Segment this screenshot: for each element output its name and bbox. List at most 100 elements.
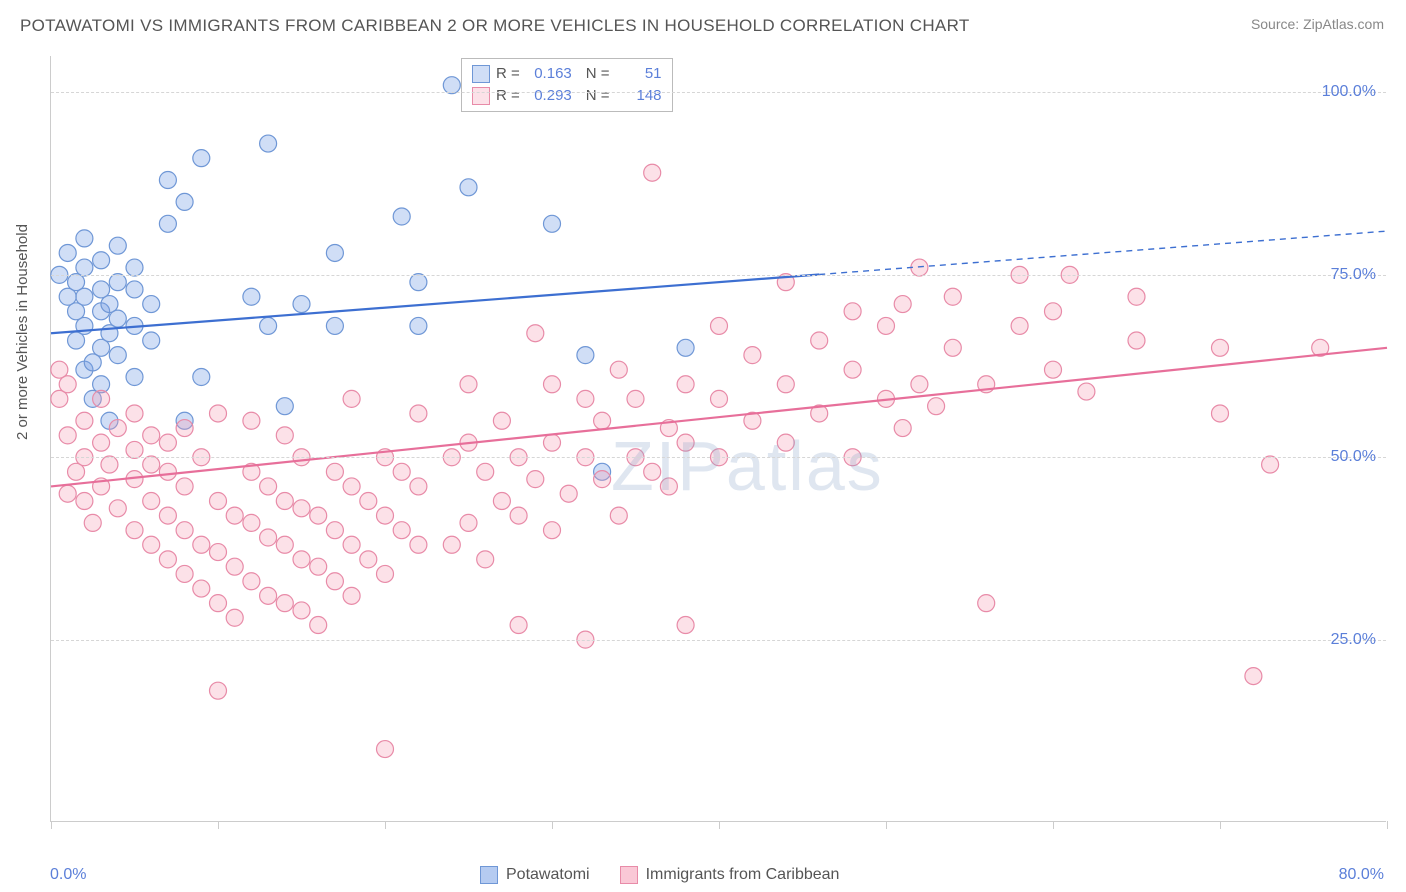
legend-swatch (472, 65, 490, 83)
scatter-point (59, 427, 76, 444)
scatter-point (928, 398, 945, 415)
scatter-point (126, 405, 143, 422)
scatter-point (477, 551, 494, 568)
scatter-point (176, 193, 193, 210)
scatter-point (109, 274, 126, 291)
x-tick (1220, 821, 1221, 829)
scatter-point (76, 412, 93, 429)
legend-r-value: 0.163 (526, 63, 572, 85)
scatter-point (93, 390, 110, 407)
scatter-point (276, 427, 293, 444)
series-legend-item: Immigrants from Caribbean (620, 866, 840, 884)
scatter-point (260, 478, 277, 495)
scatter-point (493, 493, 510, 510)
scatter-point (577, 390, 594, 407)
chart-title: POTAWATOMI VS IMMIGRANTS FROM CARIBBEAN … (20, 16, 970, 36)
scatter-point (159, 434, 176, 451)
scatter-point (360, 493, 377, 510)
scatter-point (677, 617, 694, 634)
scatter-point (293, 500, 310, 517)
scatter-point (210, 405, 227, 422)
scatter-point (377, 565, 394, 582)
scatter-point (126, 259, 143, 276)
x-axis-last-label: 80.0% (1339, 866, 1384, 884)
scatter-point (226, 507, 243, 524)
scatter-point (410, 478, 427, 495)
scatter-point (644, 463, 661, 480)
y-tick-label: 100.0% (1322, 83, 1376, 101)
scatter-point (243, 514, 260, 531)
scatter-point (126, 281, 143, 298)
scatter-point (594, 412, 611, 429)
scatter-point (143, 456, 160, 473)
scatter-point (944, 288, 961, 305)
scatter-point (343, 536, 360, 553)
scatter-point (894, 420, 911, 437)
legend-swatch (620, 866, 638, 884)
scatter-point (176, 522, 193, 539)
stats-legend-row: R =0.293N =148 (472, 85, 662, 107)
series-legend-label: Potawatomi (506, 866, 590, 884)
scatter-point (159, 507, 176, 524)
scatter-point (443, 536, 460, 553)
scatter-point (844, 361, 861, 378)
scatter-point (410, 317, 427, 334)
scatter-point (76, 259, 93, 276)
scatter-point (627, 390, 644, 407)
scatter-point (644, 164, 661, 181)
scatter-point (1212, 339, 1229, 356)
scatter-point (176, 420, 193, 437)
scatter-point (59, 244, 76, 261)
scatter-point (143, 493, 160, 510)
scatter-point (143, 427, 160, 444)
scatter-point (210, 493, 227, 510)
scatter-point (393, 208, 410, 225)
scatter-point (343, 478, 360, 495)
scatter-point (544, 376, 561, 393)
scatter-point (276, 493, 293, 510)
scatter-point (711, 317, 728, 334)
scatter-point (193, 368, 210, 385)
scatter-point (560, 485, 577, 502)
scatter-point (610, 507, 627, 524)
series-legend-item: Potawatomi (480, 866, 590, 884)
scatter-point (1128, 288, 1145, 305)
scatter-point (610, 361, 627, 378)
scatter-point (226, 558, 243, 575)
scatter-point (176, 565, 193, 582)
scatter-point (911, 259, 928, 276)
series-legend-label: Immigrants from Caribbean (646, 866, 840, 884)
scatter-point (393, 463, 410, 480)
scatter-point (143, 332, 160, 349)
x-tick (886, 821, 887, 829)
scatter-point (1212, 405, 1229, 422)
scatter-point (594, 471, 611, 488)
scatter-point (101, 456, 118, 473)
legend-r-label: R = (496, 63, 520, 85)
stats-legend: R =0.163N =51R =0.293N =148 (461, 58, 673, 112)
legend-n-value: 148 (616, 85, 662, 107)
scatter-point (126, 522, 143, 539)
scatter-point (109, 347, 126, 364)
scatter-point (293, 602, 310, 619)
scatter-point (711, 390, 728, 407)
trend-line (51, 274, 819, 333)
gridline (51, 92, 1386, 93)
scatter-point (911, 376, 928, 393)
scatter-point (293, 551, 310, 568)
scatter-point (193, 580, 210, 597)
y-tick-label: 25.0% (1331, 631, 1376, 649)
scatter-point (293, 296, 310, 313)
scatter-point (226, 609, 243, 626)
scatter-point (143, 536, 160, 553)
source-label: Source: ZipAtlas.com (1251, 16, 1384, 32)
scatter-point (460, 376, 477, 393)
scatter-point (260, 135, 277, 152)
scatter-point (1011, 317, 1028, 334)
scatter-point (326, 317, 343, 334)
scatter-point (443, 77, 460, 94)
scatter-point (260, 317, 277, 334)
scatter-point (527, 471, 544, 488)
scatter-point (377, 741, 394, 758)
scatter-point (210, 595, 227, 612)
